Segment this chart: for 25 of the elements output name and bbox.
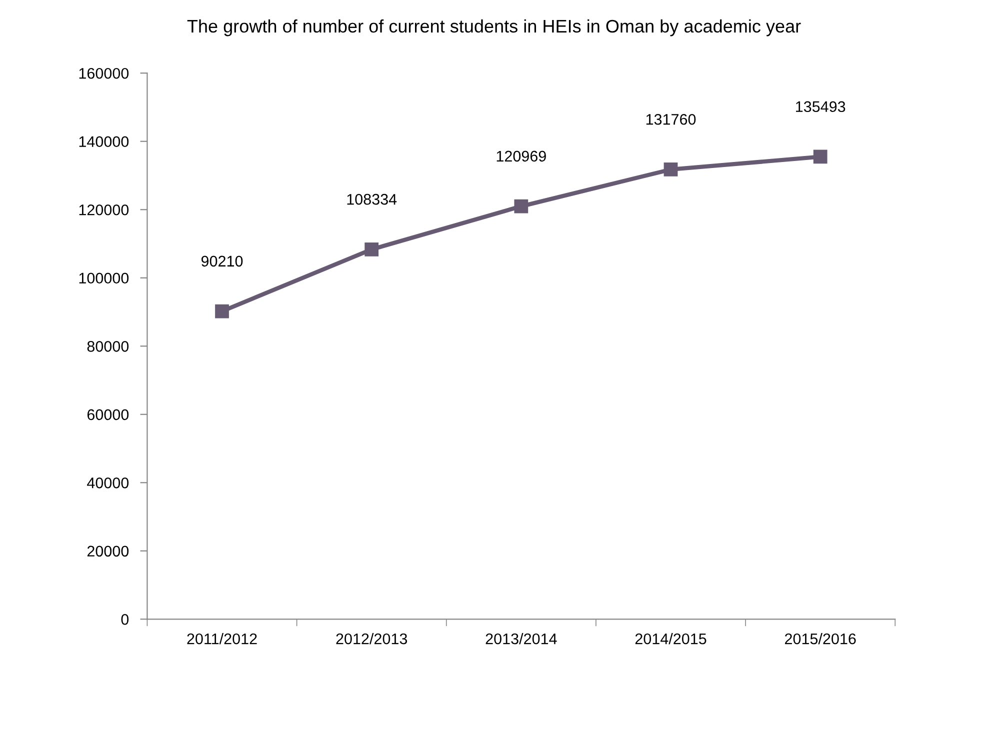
- point: [514, 199, 528, 214]
- x-tick-label: 2015/2016: [785, 633, 856, 644]
- x-tick-label: 2011/2012: [187, 633, 257, 644]
- data-label: 135493: [796, 101, 846, 112]
- y-tick-label: 100000: [79, 272, 129, 284]
- data-label: 131760: [646, 114, 696, 125]
- point: [813, 150, 828, 164]
- x-tick-label: 2013/2014: [486, 633, 557, 644]
- y-tick-label: 160000: [79, 68, 129, 79]
- data-label: 90210: [201, 256, 243, 267]
- x-tick-label: 2014/2015: [635, 633, 706, 644]
- y-tick-label: 40000: [87, 478, 129, 488]
- y-tick-label: 120000: [79, 204, 129, 216]
- data-label: 108334: [347, 194, 397, 205]
- y-tick-label: 60000: [87, 409, 129, 420]
- point: [215, 304, 229, 318]
- y-tick-label: 20000: [87, 546, 129, 557]
- point: [364, 242, 379, 256]
- data-label: 120969: [496, 150, 546, 162]
- y-tick-label: 0: [121, 614, 129, 625]
- point: [664, 162, 678, 176]
- y-tick-label: 140000: [79, 136, 129, 148]
- x-tick-label: 2012/2013: [336, 633, 408, 644]
- y-tick-label: 80000: [87, 340, 129, 352]
- chart-title: The growth of number of current students in HEIs in Oman by academic year: [187, 19, 801, 36]
